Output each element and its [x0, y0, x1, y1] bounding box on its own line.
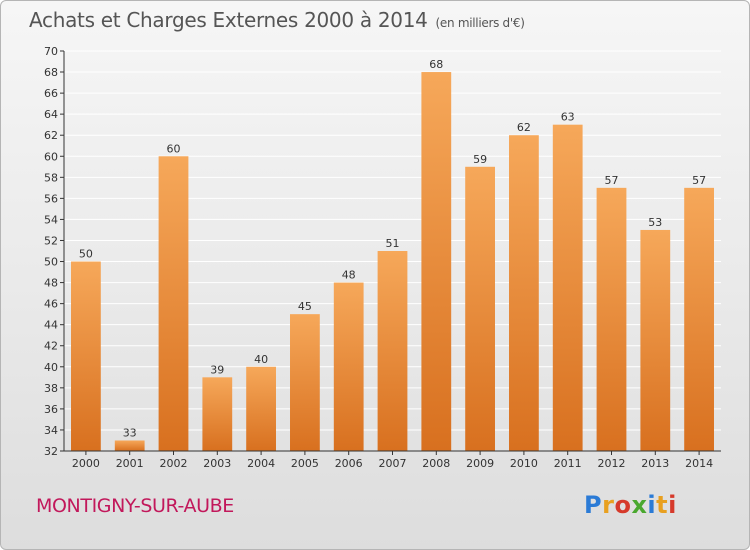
y-tick-label: 46 — [44, 298, 58, 311]
proxiti-logo: Proxiti — [584, 491, 677, 519]
data-label: 68 — [429, 58, 443, 71]
bar-2010 — [509, 135, 539, 452]
y-tick-label: 38 — [44, 382, 58, 395]
bar-2003 — [202, 377, 233, 451]
y-tick-label: 44 — [44, 319, 58, 332]
x-tick-label: 2008 — [422, 457, 450, 470]
data-label: 62 — [517, 121, 531, 134]
data-label: 59 — [473, 153, 487, 166]
y-tick-label: 42 — [44, 340, 58, 353]
y-tick-label: 70 — [44, 45, 58, 58]
data-label: 50 — [79, 248, 93, 261]
x-tick-label: 2009 — [466, 457, 494, 470]
data-label: 33 — [123, 426, 137, 439]
bar-2000 — [71, 261, 101, 451]
bar-2002 — [158, 156, 189, 451]
x-tick-label: 2005 — [291, 457, 319, 470]
bar-2011 — [552, 124, 583, 452]
bar-2005 — [290, 314, 320, 451]
chart-title: Achats et Charges Externes 2000 à 2014 (e… — [29, 8, 525, 32]
y-tick-label: 60 — [44, 150, 58, 163]
x-tick-label: 2007 — [379, 457, 407, 470]
x-tick-label: 2001 — [116, 457, 144, 470]
x-tick-label: 2000 — [72, 457, 100, 470]
y-tick-label: 40 — [44, 361, 58, 374]
y-tick-label: 58 — [44, 171, 58, 184]
bar-2006 — [333, 282, 364, 451]
y-tick-label: 66 — [44, 87, 58, 100]
bar-2012 — [596, 187, 627, 451]
y-tick-label: 62 — [44, 129, 58, 142]
x-tick-label: 2012 — [598, 457, 626, 470]
y-tick-label: 32 — [44, 445, 58, 458]
x-tick-label: 2002 — [160, 457, 188, 470]
axes: 32 34 36 38 40 42 44 46 48 50 52 54 56 58 60 62 64 66 68 70… — [44, 45, 721, 470]
x-tick-label: 2013 — [641, 457, 669, 470]
bar-2001 — [114, 440, 145, 451]
data-label: 51 — [386, 237, 400, 250]
bar-2013 — [640, 229, 671, 451]
data-label: 39 — [210, 363, 224, 376]
data-label: 53 — [648, 216, 662, 229]
x-tick-label: 2010 — [510, 457, 538, 470]
y-tick-label: 64 — [44, 108, 58, 121]
data-label: 63 — [561, 111, 575, 124]
y-tick-label: 56 — [44, 192, 58, 205]
y-tick-label: 68 — [44, 66, 58, 79]
x-tick-label: 2006 — [335, 457, 363, 470]
bars: 50 33 60 39 40 45 48 51 68 59 62 63 57 53 57 — [71, 58, 714, 452]
location-name: MONTIGNY-SUR-AUBE — [36, 495, 234, 517]
data-label: 60 — [167, 142, 181, 155]
x-tick-label: 2003 — [203, 457, 231, 470]
chart-unit: (en milliers d'€) — [435, 16, 525, 30]
data-label: 57 — [605, 174, 619, 187]
bar-2014 — [684, 187, 714, 451]
bar-2004 — [246, 366, 276, 451]
x-tick-label: 2014 — [685, 457, 713, 470]
bar-2007 — [377, 251, 408, 451]
bar-2009 — [465, 166, 495, 451]
chart-title-text: Achats et Charges Externes 2000 à 2014 — [29, 8, 428, 32]
y-tick-label: 52 — [44, 234, 58, 247]
y-tick-label: 50 — [44, 256, 58, 269]
data-label: 40 — [254, 353, 268, 366]
x-tick-label: 2011 — [554, 457, 582, 470]
y-tick-label: 34 — [44, 424, 58, 437]
x-tick-label: 2004 — [247, 457, 275, 470]
data-label: 45 — [298, 300, 312, 313]
data-label: 48 — [342, 269, 356, 282]
y-tick-label: 54 — [44, 213, 58, 226]
bar-2008 — [421, 72, 452, 451]
y-tick-label: 48 — [44, 277, 58, 290]
y-tick-label: 36 — [44, 403, 58, 416]
data-label: 57 — [692, 174, 706, 187]
